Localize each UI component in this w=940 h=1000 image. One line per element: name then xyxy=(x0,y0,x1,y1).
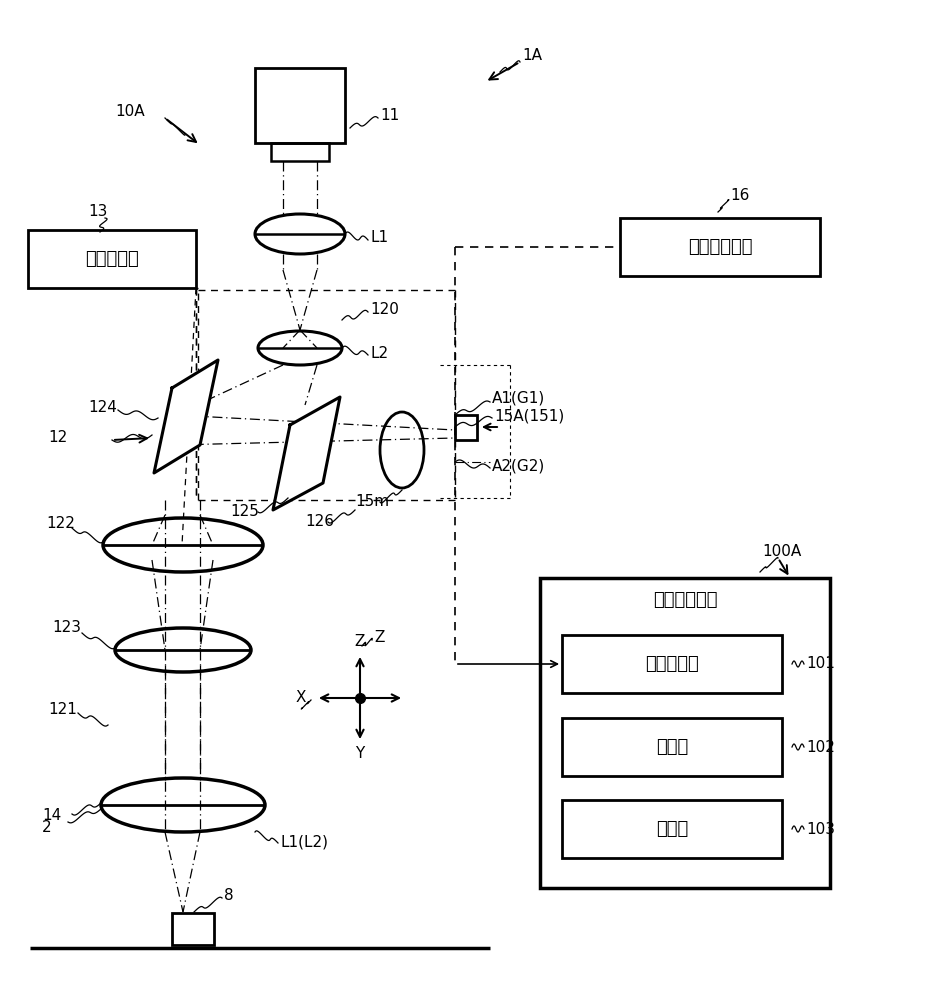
Text: 推断部: 推断部 xyxy=(656,820,688,838)
Bar xyxy=(255,68,345,143)
Text: Y: Y xyxy=(355,746,365,762)
Text: 检测器控制部: 检测器控制部 xyxy=(688,238,752,256)
Text: 102: 102 xyxy=(806,740,835,754)
Text: 生成部: 生成部 xyxy=(656,738,688,756)
Text: 121: 121 xyxy=(48,702,77,718)
Text: 图像处理装置: 图像处理装置 xyxy=(652,591,717,609)
Text: 124: 124 xyxy=(88,400,117,416)
Bar xyxy=(455,415,477,440)
Text: A1(G1): A1(G1) xyxy=(492,390,545,406)
Text: 扫描控制部: 扫描控制部 xyxy=(86,250,139,268)
Text: 123: 123 xyxy=(52,620,81,636)
Text: L1(L2): L1(L2) xyxy=(280,834,328,850)
Text: 2: 2 xyxy=(42,820,52,836)
Polygon shape xyxy=(154,360,218,473)
Text: 信号接收部: 信号接收部 xyxy=(645,655,698,673)
Text: 11: 11 xyxy=(380,108,400,123)
Text: 13: 13 xyxy=(88,205,107,220)
Text: Z: Z xyxy=(354,635,365,650)
Text: L2: L2 xyxy=(370,346,388,360)
Bar xyxy=(540,578,830,888)
Text: 122: 122 xyxy=(46,516,75,532)
Text: Z: Z xyxy=(374,631,384,646)
Text: 126: 126 xyxy=(305,514,334,530)
Text: A2(G2): A2(G2) xyxy=(492,458,545,474)
Text: 15m: 15m xyxy=(355,494,389,510)
Bar xyxy=(172,913,214,945)
Text: 1A: 1A xyxy=(522,48,542,64)
Text: 8: 8 xyxy=(224,888,234,902)
Text: 101: 101 xyxy=(806,656,835,672)
Text: 103: 103 xyxy=(806,822,835,836)
Text: X: X xyxy=(295,690,306,706)
Text: 12: 12 xyxy=(49,430,68,446)
Text: 125: 125 xyxy=(230,504,258,520)
Polygon shape xyxy=(273,397,340,510)
Text: 100A: 100A xyxy=(762,544,801,560)
Text: 120: 120 xyxy=(370,302,399,318)
Text: L1: L1 xyxy=(370,231,388,245)
Text: 14: 14 xyxy=(42,808,61,822)
Bar xyxy=(562,800,782,858)
Bar xyxy=(620,218,820,276)
Bar xyxy=(562,718,782,776)
Bar xyxy=(271,143,329,161)
Text: 16: 16 xyxy=(730,188,749,204)
Bar xyxy=(562,635,782,693)
Text: 15A(151): 15A(151) xyxy=(494,408,564,424)
Bar xyxy=(28,230,196,288)
Text: 10A: 10A xyxy=(116,104,145,119)
